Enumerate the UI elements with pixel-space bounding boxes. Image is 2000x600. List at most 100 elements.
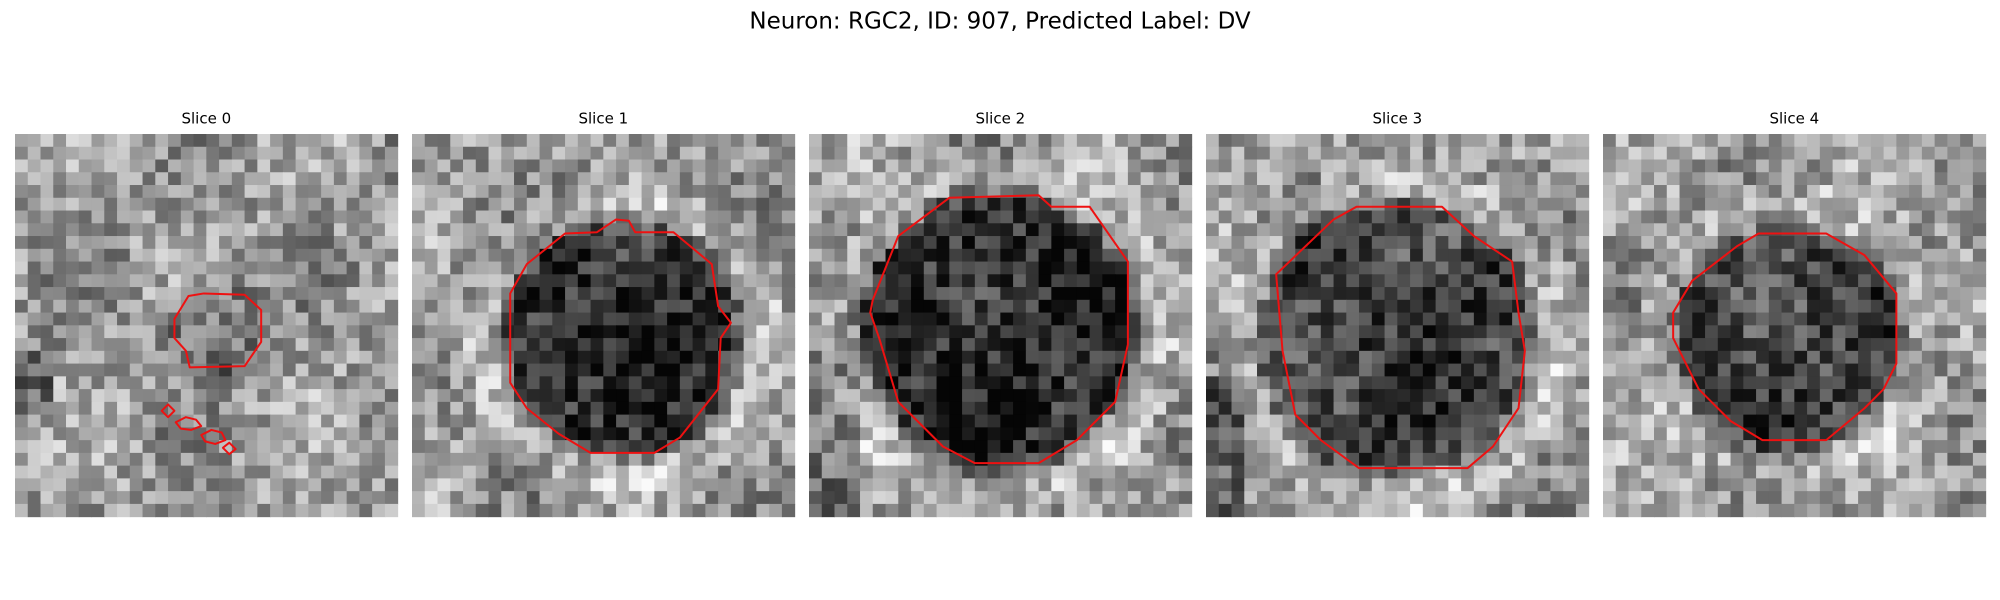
image-pixel	[1320, 172, 1335, 186]
image-pixel	[437, 401, 451, 416]
image-pixel	[705, 440, 719, 454]
image-pixel	[781, 401, 796, 416]
image-pixel	[1512, 414, 1526, 428]
image-pixel	[974, 427, 989, 441]
image-pixel	[743, 440, 757, 454]
image-pixel	[1166, 312, 1180, 326]
image-pixel	[911, 299, 925, 314]
image-pixel	[590, 427, 604, 441]
image-pixel	[1435, 172, 1449, 186]
image-pixel	[1295, 478, 1309, 492]
image-pixel	[885, 401, 899, 416]
image-pixel	[1244, 363, 1258, 377]
image-pixel	[847, 376, 861, 390]
image-pixel	[872, 159, 887, 173]
image-pixel	[1499, 223, 1513, 237]
image-pixel	[1076, 491, 1091, 505]
image-pixel	[1499, 261, 1513, 275]
image-pixel	[1615, 427, 1630, 441]
image-pixel	[1870, 299, 1885, 314]
image-pixel	[206, 236, 220, 250]
image-pixel	[1603, 185, 1617, 199]
image-pixel	[168, 389, 182, 403]
image-pixel	[526, 350, 541, 365]
image-pixel	[616, 197, 630, 212]
image-pixel	[1089, 248, 1103, 263]
image-pixel	[1102, 185, 1116, 199]
image-pixel	[847, 363, 861, 377]
image-pixel	[372, 363, 386, 377]
image-pixel	[1743, 478, 1757, 492]
image-pixel	[372, 491, 386, 505]
image-pixel	[769, 452, 783, 467]
image-pixel	[860, 350, 874, 365]
image-pixel	[359, 274, 373, 288]
image-pixel	[1282, 172, 1296, 186]
image-pixel	[616, 414, 630, 428]
image-pixel	[384, 134, 399, 148]
image-pixel	[565, 299, 579, 314]
image-pixel	[180, 261, 195, 275]
image-pixel	[1089, 478, 1103, 492]
image-pixel	[1870, 134, 1885, 148]
image-pixel	[1666, 223, 1681, 237]
image-pixel	[718, 197, 732, 212]
image-pixel	[1692, 248, 1706, 263]
image-pixel	[450, 299, 464, 314]
image-pixel	[1641, 376, 1655, 390]
image-pixel	[142, 503, 156, 518]
image-pixel	[1524, 440, 1539, 454]
image-pixel	[1140, 299, 1154, 314]
image-pixel	[15, 236, 29, 250]
image-pixel	[384, 248, 399, 263]
image-pixel	[730, 248, 745, 263]
image-pixel	[834, 338, 848, 352]
image-pixel	[117, 236, 131, 250]
image-pixel	[1896, 299, 1910, 314]
image-pixel	[1641, 299, 1655, 314]
image-pixel	[142, 287, 156, 301]
image-pixel	[1244, 248, 1258, 263]
image-pixel	[1628, 261, 1642, 275]
image-pixel	[1768, 363, 1783, 377]
image-pixel	[1320, 465, 1335, 479]
image-pixel	[295, 172, 309, 186]
image-pixel	[206, 376, 220, 390]
image-pixel	[1435, 223, 1449, 237]
image-pixel	[1575, 491, 1590, 505]
image-pixel	[628, 236, 643, 250]
image-pixel	[437, 414, 451, 428]
image-pixel	[1282, 185, 1296, 199]
image-pixel	[321, 146, 335, 161]
image-pixel	[949, 491, 963, 505]
image-pixel	[1051, 172, 1065, 186]
image-pixel	[1654, 389, 1668, 403]
image-pixel	[1486, 185, 1500, 199]
image-pixel	[1896, 338, 1910, 352]
image-pixel	[1870, 248, 1885, 263]
image-pixel	[193, 146, 207, 161]
image-pixel	[1819, 363, 1834, 377]
image-pixel	[1934, 389, 1948, 403]
image-pixel	[1768, 134, 1783, 148]
image-pixel	[1960, 299, 1974, 314]
image-pixel	[1076, 440, 1091, 454]
image-pixel	[1563, 325, 1577, 339]
image-pixel	[15, 274, 29, 288]
image-pixel	[1896, 350, 1910, 365]
image-pixel	[1615, 491, 1630, 505]
image-pixel	[321, 223, 335, 237]
image-pixel	[1960, 185, 1974, 199]
image-pixel	[936, 134, 950, 148]
image-pixel	[1410, 172, 1424, 186]
image-pixel	[1102, 376, 1116, 390]
image-pixel	[1397, 325, 1411, 339]
image-pixel	[1781, 427, 1795, 441]
image-pixel	[834, 146, 848, 161]
image-pixel	[1371, 146, 1386, 161]
slice-image	[809, 134, 1193, 518]
image-pixel	[372, 197, 386, 212]
image-pixel	[308, 338, 322, 352]
image-pixel	[641, 389, 655, 403]
